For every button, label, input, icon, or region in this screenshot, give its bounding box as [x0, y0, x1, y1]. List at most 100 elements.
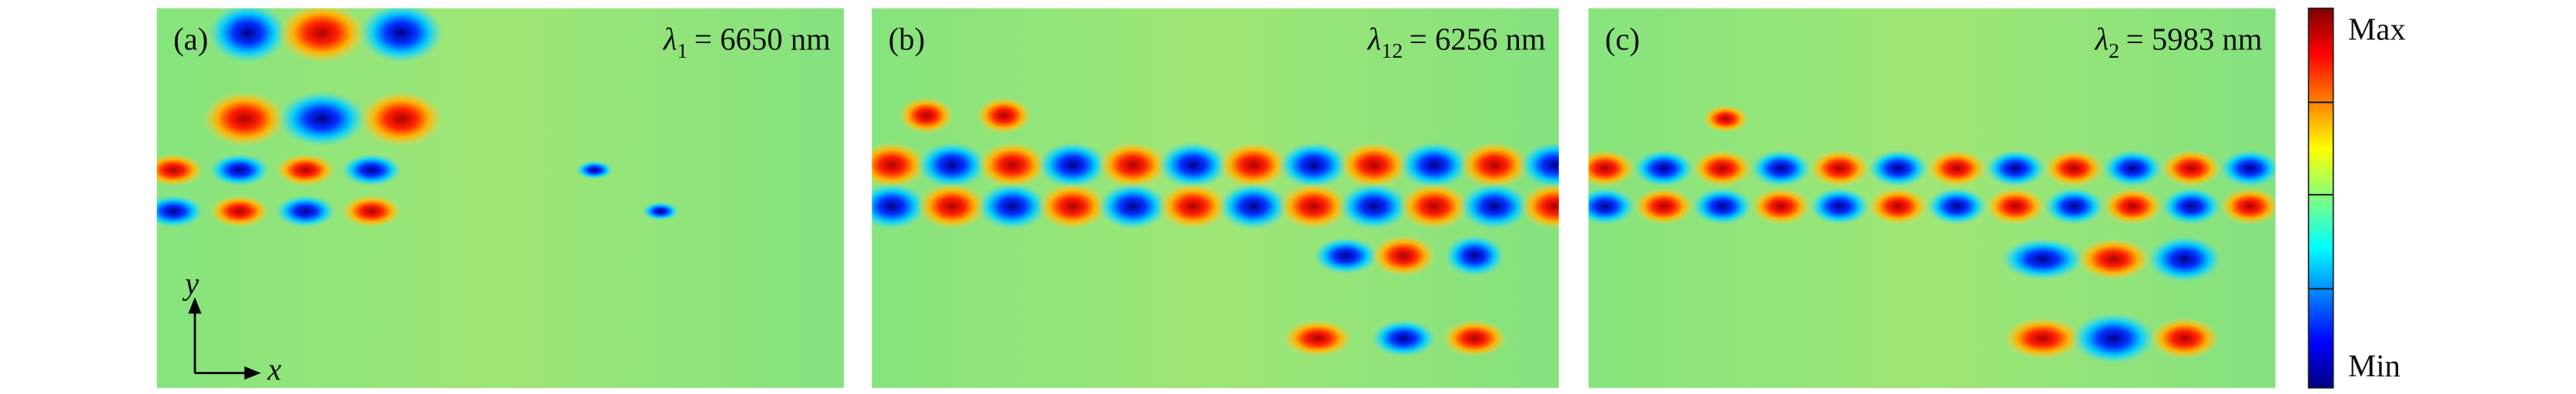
field-lobe [1442, 319, 1507, 357]
field-lobe [2161, 149, 2222, 187]
field-lobe [1702, 105, 1749, 133]
field-pattern [871, 97, 1559, 357]
field-lobe [2072, 312, 2156, 364]
field-lobe [209, 153, 270, 186]
field-lobe [1279, 142, 1349, 189]
field-lobe [208, 8, 287, 63]
field-lobe [917, 183, 987, 230]
field-lobe [341, 195, 402, 228]
field-lobe [898, 97, 955, 135]
field-lobe [2147, 235, 2222, 282]
field-lobe [1809, 149, 1870, 187]
field-lobe [2043, 149, 2104, 187]
field-lobe [2103, 188, 2163, 225]
wavelength-value: = 6650 nm [694, 22, 831, 56]
field-lobe [1158, 183, 1228, 230]
panel-label: (a) [173, 22, 208, 56]
field-lobe [1313, 237, 1379, 275]
wavelength-subscript: 12 [1381, 39, 1403, 63]
wavelength: λ1 = 6650 nm [663, 22, 831, 63]
field-lobe [1926, 149, 1987, 187]
wavelength-value: = 5983 nm [2126, 22, 2263, 56]
wavelength-value: = 6256 nm [1410, 22, 1546, 56]
field-lobe [1633, 149, 1694, 187]
field-lobe [1588, 188, 1635, 225]
field-lobe [1279, 183, 1349, 230]
axes-indicator: y x [182, 266, 281, 387]
y-axis-label: y [182, 266, 199, 301]
field-lobe [871, 183, 927, 230]
wavelength-subscript: 2 [2109, 39, 2119, 63]
panel: (b) λ12 = 6256 nm [871, 8, 1559, 389]
colorbar-scale [2307, 7, 2334, 389]
x-arrowhead [244, 366, 261, 380]
field-lobe [1038, 142, 1108, 189]
field-lobe [278, 8, 366, 63]
field-lobe [360, 91, 443, 147]
field-lobe [2103, 149, 2163, 187]
panels: (a) λ1 = 6650 nm (b) λ12 = 6256 nm (c) λ2 = 5983… [156, 8, 2276, 389]
field-lobe [2003, 317, 2083, 359]
field-lobe [275, 153, 336, 186]
field-lobe [156, 153, 204, 186]
wavelength-symbol: λ [663, 22, 677, 56]
field-lobe [1339, 183, 1409, 230]
field-lobe [1868, 149, 1929, 187]
field-lobe [275, 195, 336, 228]
field-pattern [156, 8, 679, 228]
field-lobe [1809, 188, 1870, 225]
field-pattern [1588, 105, 2276, 364]
field-lobe [2076, 238, 2151, 280]
field-lobe [156, 195, 204, 228]
field-lobe [1218, 183, 1288, 230]
field-lobe [1339, 142, 1409, 189]
field-lobe [1985, 149, 2046, 187]
colorbar-max: Max [2348, 12, 2406, 46]
panel: (a) λ1 = 6650 nm [156, 8, 845, 389]
field-lobe [2043, 188, 2104, 225]
field-lobe [917, 142, 987, 189]
field-lobe [1399, 142, 1469, 189]
field-lobe [1520, 183, 1559, 230]
field-lobe [1926, 188, 1987, 225]
field-lobe [278, 91, 366, 147]
field-lobe [1038, 183, 1108, 230]
field-lobe [1283, 319, 1353, 357]
field-lobe [1633, 188, 1694, 225]
field-lobe [976, 97, 1032, 135]
field-lobe [1692, 149, 1753, 187]
wavelength: λ2 = 5983 nm [2094, 22, 2262, 63]
wavelength-subscript: 1 [677, 39, 687, 63]
field-map [156, 8, 845, 389]
field-lobe [2149, 317, 2220, 359]
wavelength-symbol: λ [1367, 22, 1382, 56]
field-lobe [1399, 183, 1469, 230]
panel: (c) λ2 = 5983 nm [1588, 8, 2276, 389]
field-lobe [1460, 183, 1530, 230]
field-lobe [1444, 235, 1505, 277]
field-lobe [977, 142, 1047, 189]
field-lobe [1371, 319, 1437, 357]
field-lobe [1588, 149, 1635, 187]
field-lobe [977, 183, 1047, 230]
field-lobe [1520, 142, 1559, 189]
field-lobe [1218, 142, 1288, 189]
field-lobe [1985, 188, 2046, 225]
field-lobe [641, 202, 679, 221]
field-lobe [1868, 188, 1929, 225]
field-lobe [2220, 149, 2276, 187]
colorbar: Max Min [2307, 7, 2406, 389]
x-axis-label: x [266, 352, 281, 386]
field-lobe [1371, 235, 1437, 277]
field-lobe [341, 153, 402, 186]
wavelength-symbol: λ [2094, 22, 2109, 56]
field-lobe [360, 8, 443, 63]
field-lobe [1460, 142, 1530, 189]
field-lobe [209, 195, 270, 228]
colorbar-min: Min [2348, 349, 2400, 383]
field-lobe [2161, 188, 2222, 225]
field-lobe [871, 142, 927, 189]
wavelength: λ12 = 6256 nm [1367, 22, 1546, 63]
